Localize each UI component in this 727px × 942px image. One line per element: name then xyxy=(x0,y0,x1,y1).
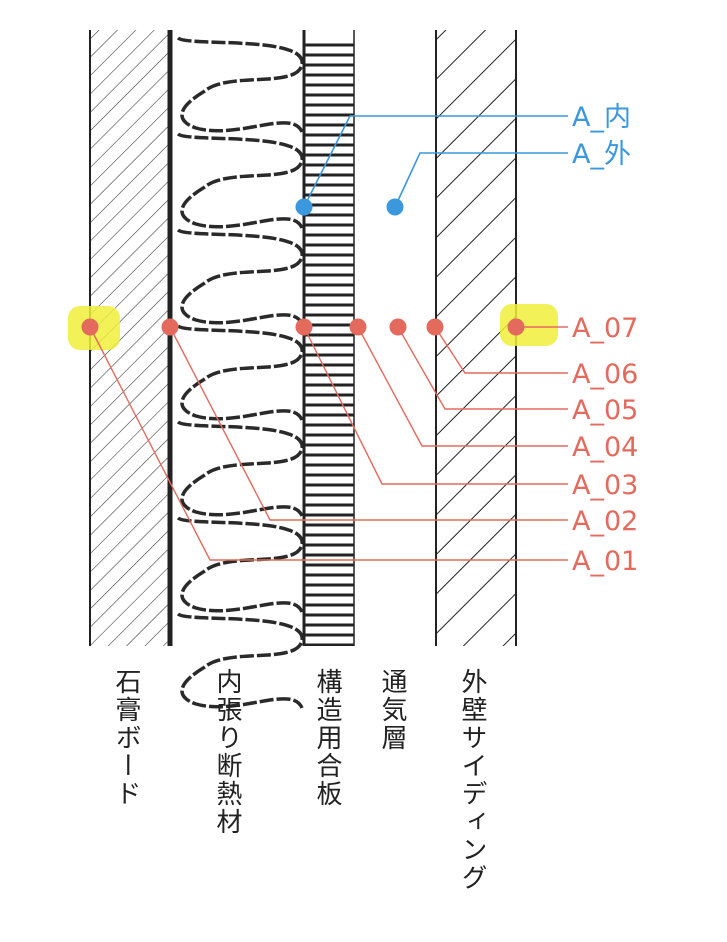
label-a-07: A_07 xyxy=(572,313,638,344)
red-leaders xyxy=(89,326,568,561)
blue-leaders xyxy=(303,115,568,208)
point-a-01 xyxy=(81,318,99,336)
layer-label-gypsum-board: 石膏ボード xyxy=(111,668,141,808)
label-a-02: A_02 xyxy=(572,506,638,537)
point-a-in xyxy=(295,198,313,216)
point-a-02 xyxy=(161,318,179,336)
leader-a-04 xyxy=(357,326,568,447)
leader-a-06 xyxy=(434,326,568,374)
point-a-06 xyxy=(426,318,444,336)
label-a-01: A_01 xyxy=(572,546,638,577)
red-points xyxy=(81,318,525,336)
leader-a-03 xyxy=(303,326,568,485)
insulation-layer xyxy=(178,38,302,710)
label-a-03: A_03 xyxy=(572,470,638,501)
point-a-03 xyxy=(295,318,313,336)
layer-label-ventilation: 通気層 xyxy=(377,668,407,752)
label-a-05: A_05 xyxy=(572,395,638,426)
label-a-out: A_外 xyxy=(572,139,631,170)
label-a-in: A_内 xyxy=(572,102,631,133)
label-a-04: A_04 xyxy=(572,432,638,463)
point-a-04 xyxy=(349,318,367,336)
legend-blue: A_内 A_外 xyxy=(572,102,631,170)
point-a-07 xyxy=(507,318,525,336)
leader-a-out xyxy=(394,152,568,208)
layer-label-plywood: 構造用合板 xyxy=(312,668,342,808)
point-a-05 xyxy=(389,318,407,336)
legend-red: A_07 A_06 A_05 A_04 A_03 A_02 A_01 xyxy=(572,313,638,577)
layer-label-siding: 外壁サイディング xyxy=(457,668,487,892)
layer-label-insulation: 内張り断熱材 xyxy=(212,668,242,836)
leader-a-02 xyxy=(169,326,568,521)
point-a-out xyxy=(386,198,404,216)
label-a-06: A_06 xyxy=(572,359,638,390)
leader-a-05 xyxy=(397,326,568,410)
highlight-right xyxy=(500,304,558,346)
leader-a-in xyxy=(303,115,568,208)
leader-a-01 xyxy=(89,326,568,561)
